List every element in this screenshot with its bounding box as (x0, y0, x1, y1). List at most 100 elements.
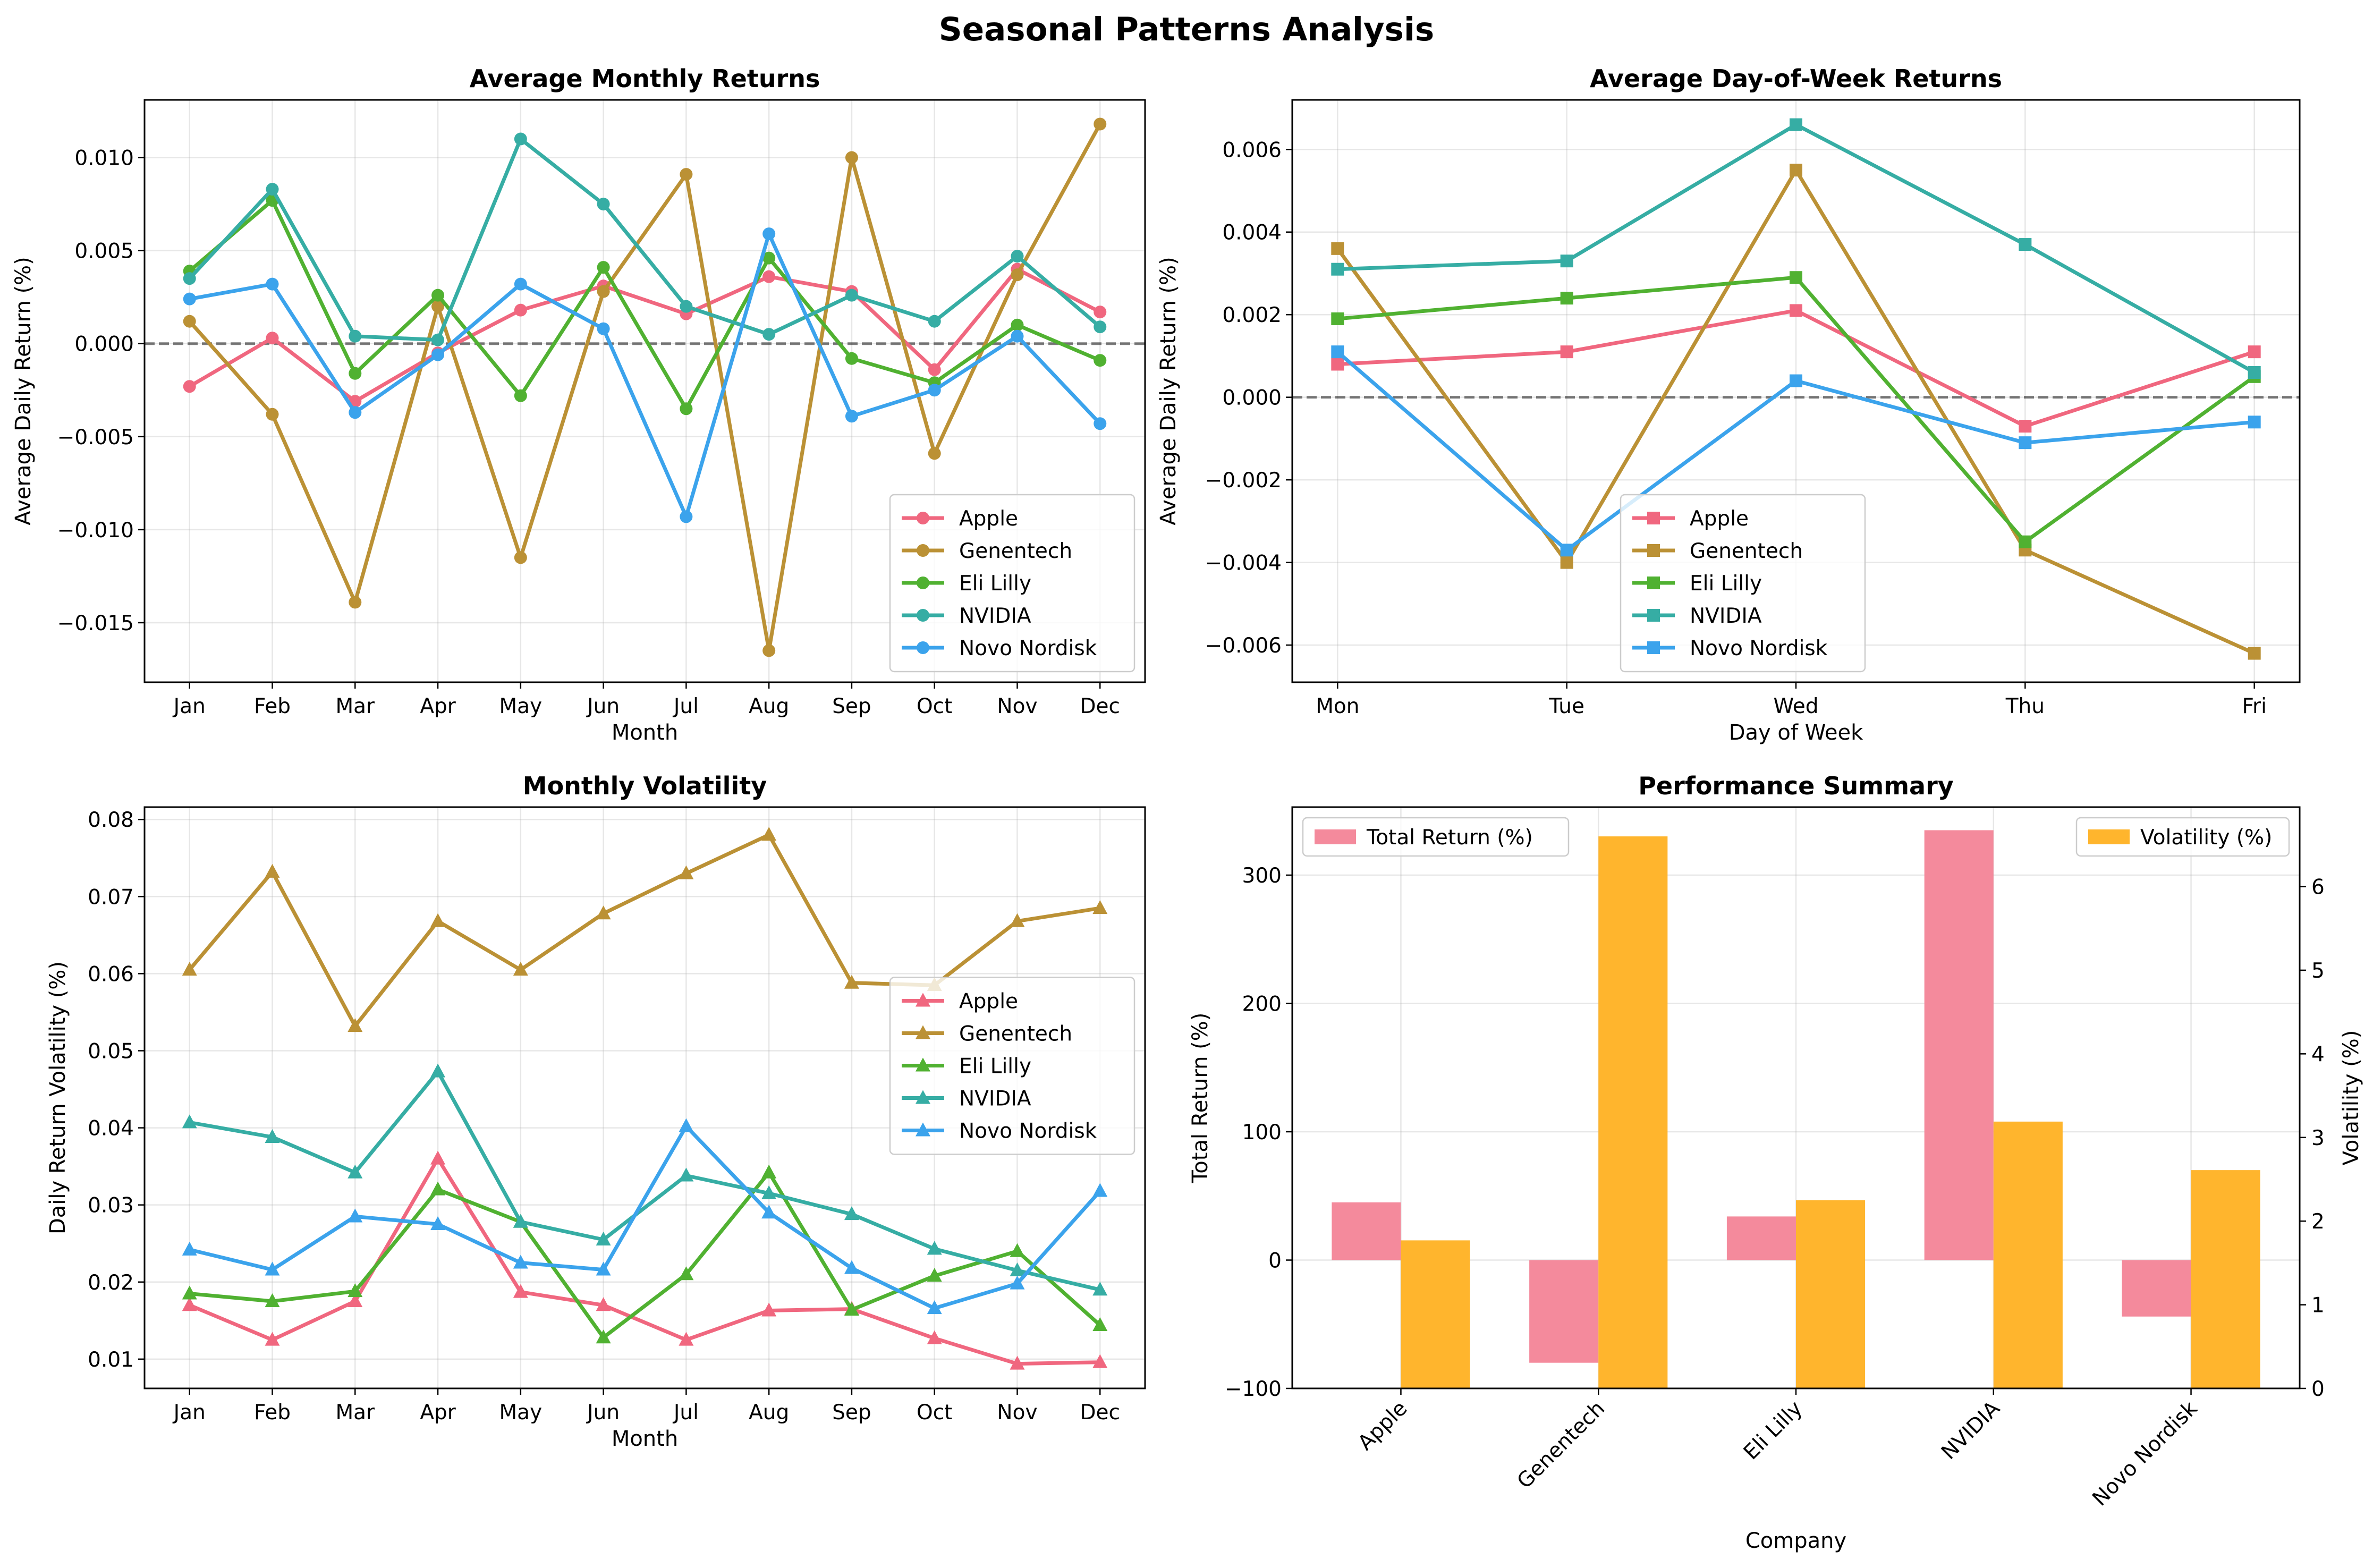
data-point-nvidia (762, 328, 776, 341)
x-tick-label: Thu (2005, 694, 2045, 718)
x-tick-label: Jan (172, 694, 206, 718)
x-tick-label: Oct (917, 694, 952, 718)
panel-title: Monthly Volatility (523, 772, 767, 800)
y2-tick-label: 6 (2311, 876, 2325, 900)
data-point-genentech (266, 408, 279, 421)
legend-marker-eli-lilly (917, 577, 929, 589)
legend-frame (889, 494, 1135, 673)
data-point-nvidia (514, 132, 527, 146)
data-point-apple (2248, 345, 2261, 359)
legend-label-genentech: Genentech (1690, 539, 1803, 563)
data-point-genentech (844, 974, 859, 989)
x-tick-label: Aug (749, 1401, 789, 1425)
y2-tick-label: 1 (2311, 1294, 2325, 1318)
data-point-novo-nordisk (1331, 345, 1344, 359)
data-point-genentech (348, 1018, 363, 1032)
data-point-eli-lilly (761, 1164, 777, 1179)
series-genentech (183, 117, 1107, 657)
data-point-apple (1092, 1354, 1108, 1368)
legend-marker-apple (1647, 512, 1660, 524)
y-tick-label: 0.004 (1222, 221, 1282, 245)
legend-label-nvidia: NVIDIA (1690, 604, 1762, 628)
data-point-eli-lilly (762, 251, 776, 265)
axes-frame (143, 99, 1146, 683)
series-nvidia (182, 1063, 1108, 1296)
x-tick-label: Wed (1773, 694, 1818, 718)
total-return-bar (1924, 830, 1994, 1260)
data-point-genentech (182, 962, 197, 976)
day-of-week-returns-panel: Mon Tue Wed Thu Fri −0.006 −0.004 −0.002 0.000 0.… (1156, 64, 2301, 745)
x-axis-label: Month (612, 721, 678, 745)
total-return-bar (1726, 1216, 1796, 1260)
data-point-novo-nordisk (1092, 1183, 1108, 1197)
data-point-apple (266, 332, 279, 345)
y-tick-label: 100 (1242, 1121, 1282, 1145)
total-return-bar (1529, 1260, 1599, 1363)
volatility-bar (1796, 1200, 1866, 1388)
series-eli-lilly (183, 194, 1107, 416)
legend-label-volatility: Volatility (%) (2140, 826, 2272, 850)
data-point-genentech (431, 300, 445, 313)
data-point-novo-nordisk (2019, 436, 2032, 450)
x-tick-label: Sep (832, 1401, 871, 1425)
data-point-genentech (596, 905, 611, 920)
volatility-bar (1598, 836, 1668, 1388)
data-point-genentech (928, 447, 941, 460)
y-tick-label: −0.010 (57, 519, 134, 543)
x-tick-label: Mar (335, 694, 375, 718)
data-point-eli-lilly (431, 289, 445, 302)
legend-marker-nvidia (1647, 609, 1660, 622)
data-point-apple (679, 1332, 694, 1346)
data-point-genentech (1011, 268, 1024, 282)
x-tick-label: Tue (1548, 694, 1584, 718)
series-line-apple (189, 1157, 1100, 1366)
data-point-novo-nordisk (183, 292, 196, 306)
data-point-apple (182, 1297, 197, 1311)
data-point-eli-lilly (845, 352, 858, 365)
data-point-eli-lilly (1011, 318, 1024, 332)
y-tick-label: 0.06 (88, 962, 134, 986)
data-point-apple (761, 1302, 777, 1317)
legend-label-nvidia: NVIDIA (959, 604, 1031, 628)
y-axis-label: Average Daily Return (%) (11, 257, 36, 526)
series-nvidia (1331, 118, 2261, 379)
y-axis-label: Daily Return Volatility (%) (46, 961, 70, 1234)
data-point-eli-lilly (844, 1302, 859, 1316)
x-tick-label: Feb (254, 1401, 291, 1425)
legend-label-nvidia: NVIDIA (959, 1087, 1031, 1111)
series-novo-nordisk (183, 227, 1107, 523)
y-tick-label: 0.01 (88, 1348, 134, 1372)
data-point-novo-nordisk (182, 1241, 197, 1256)
x-axis-label: Month (612, 1427, 678, 1451)
x-tick-label: May (499, 694, 543, 718)
data-point-apple (430, 1150, 446, 1165)
data-point-nvidia (2248, 366, 2261, 379)
legend-label-total-return: Total Return (%) (1366, 826, 1533, 850)
legend: Apple Genentech Eli Lilly NVIDIA Novo Nordis… (889, 494, 1135, 673)
data-point-eli-lilly (349, 367, 362, 380)
data-point-novo-nordisk (761, 1205, 777, 1219)
data-point-novo-nordisk (596, 1261, 611, 1276)
legend-label-novo-nordisk: Novo Nordisk (959, 1120, 1097, 1143)
legend-frame (1302, 817, 1570, 857)
data-point-genentech (430, 913, 446, 927)
x-tick-label: Jun (586, 694, 620, 718)
data-point-genentech (680, 168, 693, 181)
data-point-novo-nordisk (1790, 374, 1802, 387)
data-point-genentech (265, 863, 280, 878)
legend-label-novo-nordisk: Novo Nordisk (959, 637, 1097, 660)
data-point-eli-lilly (927, 1268, 942, 1282)
data-point-novo-nordisk (514, 277, 527, 291)
data-point-apple (1331, 358, 1344, 371)
data-point-eli-lilly (1331, 312, 1344, 325)
x-tick-label: Aug (749, 694, 789, 718)
x-tick-label: Feb (254, 694, 291, 718)
data-point-nvidia (1790, 118, 1802, 131)
data-point-genentech (845, 151, 858, 164)
y-tick-label: −0.015 (57, 612, 134, 635)
series-novo-nordisk (1331, 345, 2261, 557)
data-point-eli-lilly (1094, 354, 1107, 367)
data-point-genentech (183, 315, 196, 328)
volatility-bar (2191, 1170, 2260, 1388)
data-point-novo-nordisk (266, 277, 279, 291)
